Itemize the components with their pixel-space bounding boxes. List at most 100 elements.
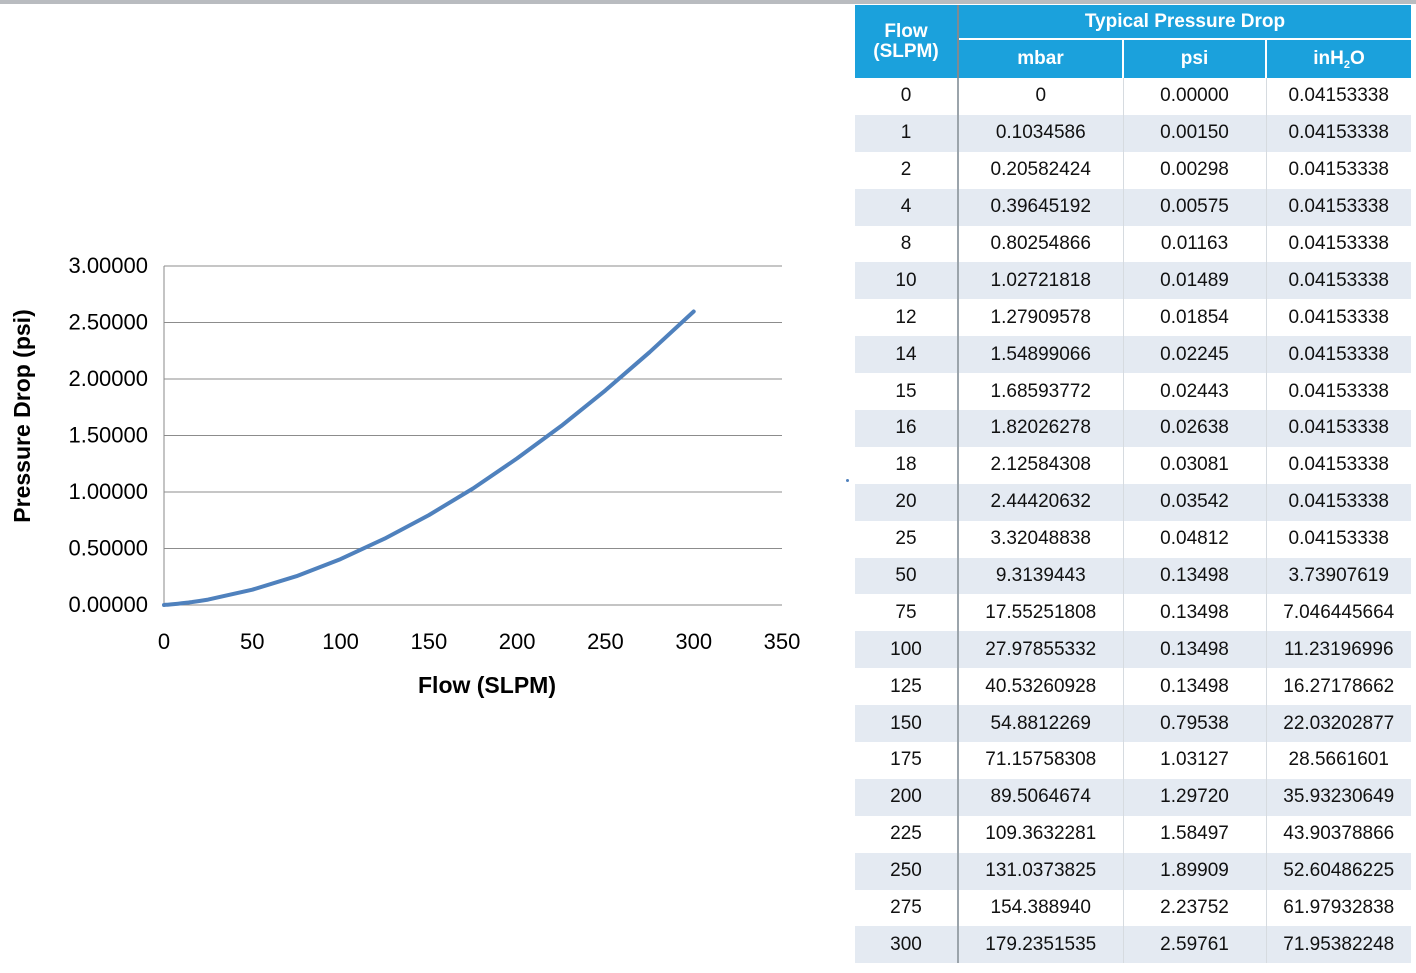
flow-cell: 14 — [855, 336, 959, 374]
inh2o-cell: 0.04153338 — [1266, 225, 1411, 263]
inh2o-cell: 0.04153338 — [1266, 262, 1411, 300]
pressure-drop-chart: 0.00000 0.50000 1.00000 1.50000 2.00000 2.500… — [9, 253, 800, 698]
mbar-cell: 54.8812269 — [958, 705, 1124, 743]
data-point — [383, 537, 386, 540]
table-row: 125 40.53260928 0.13498 16.27178662 — [855, 668, 1411, 706]
mbar-column-header: mbar — [958, 38, 1124, 78]
flow-cell: 100 — [855, 631, 959, 669]
data-point — [648, 351, 651, 354]
mbar-cell: 0.1034586 — [958, 114, 1124, 152]
psi-cell: 0.00150 — [1123, 114, 1267, 152]
flow-cell: 150 — [855, 705, 959, 743]
psi-cell: 0.00298 — [1123, 151, 1267, 189]
psi-cell: 1.89909 — [1123, 852, 1267, 890]
inh2o-cell: 0.04153338 — [1266, 78, 1411, 115]
inh2o-cell: 0.04153338 — [1266, 336, 1411, 374]
inh2o-cell: 0.04153338 — [1266, 446, 1411, 484]
stray-mark — [846, 479, 849, 482]
psi-cell: 2.59761 — [1123, 926, 1267, 964]
flow-cell: 10 — [855, 262, 959, 300]
mbar-cell: 0.39645192 — [958, 188, 1124, 226]
table-row: 14 1.54899066 0.02245 0.04153338 — [855, 336, 1411, 374]
flow-cell: 125 — [855, 668, 959, 706]
flow-cell: 175 — [855, 742, 959, 779]
inh2o-cell: 0.04153338 — [1266, 520, 1411, 558]
flow-cell: 50 — [855, 557, 959, 595]
inh2o-cell: 0.04153338 — [1266, 151, 1411, 189]
flow-cell: 20 — [855, 483, 959, 521]
table-row: 300 179.2351535 2.59761 71.95382248 — [855, 926, 1411, 964]
flow-header-line1: Flow — [884, 20, 928, 42]
inh2o-prefix: inH — [1313, 48, 1344, 69]
psi-cell: 1.29720 — [1123, 778, 1267, 816]
inh2o-cell: 52.60486225 — [1266, 852, 1411, 890]
mbar-cell: 0 — [958, 78, 1124, 115]
table-row: 10 1.02721818 0.01489 0.04153338 — [855, 262, 1411, 300]
table-row: 100 27.97855332 0.13498 11.23196996 — [855, 631, 1411, 669]
data-point — [166, 603, 169, 606]
table-row: 75 17.55251808 0.13498 7.046445664 — [855, 594, 1411, 632]
psi-cell: 0.13498 — [1123, 557, 1267, 595]
inh2o-cell: 0.04153338 — [1266, 114, 1411, 152]
table-row: 2 0.20582424 0.00298 0.04153338 — [855, 151, 1411, 189]
table-row: 12 1.27909578 0.01854 0.04153338 — [855, 299, 1411, 337]
y-tick-label: 0.00000 — [68, 592, 148, 617]
inh2o-cell: 35.93230649 — [1266, 778, 1411, 816]
table-row: 1 0.1034586 0.00150 0.04153338 — [855, 114, 1411, 152]
psi-cell: 1.03127 — [1123, 742, 1267, 779]
psi-cell: 1.58497 — [1123, 815, 1267, 853]
data-point — [604, 389, 607, 392]
mbar-cell: 179.2351535 — [958, 926, 1124, 964]
psi-cell: 0.01854 — [1123, 299, 1267, 337]
mbar-cell: 1.54899066 — [958, 336, 1124, 374]
x-tick-label: 100 — [322, 629, 359, 654]
mbar-cell: 1.68593772 — [958, 373, 1124, 411]
mbar-cell: 3.32048838 — [958, 520, 1124, 558]
mbar-cell: 27.97855332 — [958, 631, 1124, 669]
psi-cell: 0.03542 — [1123, 483, 1267, 521]
x-axis-title: Flow (SLPM) — [418, 672, 556, 698]
flow-cell: 16 — [855, 410, 959, 447]
data-point — [339, 558, 342, 561]
flow-cell: 25 — [855, 520, 959, 558]
psi-cell: 0.79538 — [1123, 705, 1267, 743]
mbar-cell: 154.388940 — [958, 889, 1124, 927]
mbar-cell: 2.44420632 — [958, 483, 1124, 521]
data-point — [207, 598, 210, 601]
mbar-cell: 1.02721818 — [958, 262, 1124, 300]
data-point — [198, 599, 201, 602]
y-axis-title: Pressure Drop (psi) — [9, 309, 35, 522]
table-row: 150 54.8812269 0.79538 22.03202877 — [855, 705, 1411, 743]
psi-cell: 0.01489 — [1123, 262, 1267, 300]
x-tick-label: 300 — [675, 629, 712, 654]
mbar-cell: 17.55251808 — [958, 594, 1124, 632]
pressure-drop-table: Flow (SLPM) Typical Pressure Drop mbar p… — [855, 5, 1411, 964]
psi-cell: 0.00000 — [1123, 78, 1267, 115]
data-point — [184, 601, 187, 604]
psi-cell: 0.01163 — [1123, 225, 1267, 263]
psi-cell: 0.13498 — [1123, 594, 1267, 632]
table-row: 20 2.44420632 0.03542 0.04153338 — [855, 483, 1411, 521]
x-tick-label: 250 — [587, 629, 624, 654]
x-tick-label: 0 — [158, 629, 170, 654]
table-row: 50 9.3139443 0.13498 3.73907619 — [855, 557, 1411, 595]
chart-svg: 0.00000 0.50000 1.00000 1.50000 2.00000 2.500… — [9, 253, 800, 698]
mbar-cell: 89.5064674 — [958, 778, 1124, 816]
y-tick-label: 1.00000 — [68, 479, 148, 504]
inh2o-cell: 3.73907619 — [1266, 557, 1411, 595]
psi-column-header: psi — [1123, 38, 1267, 78]
table-row: 4 0.39645192 0.00575 0.04153338 — [855, 188, 1411, 226]
mbar-cell: 40.53260928 — [958, 668, 1124, 706]
y-tick-label: 0.50000 — [68, 536, 148, 561]
x-tick-label: 150 — [410, 629, 447, 654]
inh2o-cell: 22.03202877 — [1266, 705, 1411, 743]
psi-cell: 2.23752 — [1123, 889, 1267, 927]
inh2o-cell: 7.046445664 — [1266, 594, 1411, 632]
psi-cell: 0.13498 — [1123, 668, 1267, 706]
table-row: 25 3.32048838 0.04812 0.04153338 — [855, 520, 1411, 558]
table-row: 225 109.3632281 1.58497 43.90378866 — [855, 815, 1411, 853]
flow-cell: 250 — [855, 852, 959, 890]
data-point — [251, 588, 254, 591]
y-tick-label: 1.50000 — [68, 423, 148, 448]
psi-cell: 0.13498 — [1123, 631, 1267, 669]
